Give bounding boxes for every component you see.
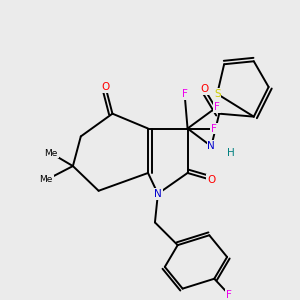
- Text: O: O: [207, 175, 215, 185]
- Text: O: O: [101, 82, 110, 92]
- Text: F: F: [226, 290, 232, 300]
- Text: N: N: [154, 189, 162, 199]
- Text: F: F: [182, 89, 188, 99]
- Text: N: N: [207, 141, 215, 151]
- Text: O: O: [200, 84, 208, 94]
- Text: Me: Me: [40, 176, 53, 184]
- Text: H: H: [227, 148, 235, 158]
- Text: F: F: [214, 102, 220, 112]
- Text: Me: Me: [44, 149, 58, 158]
- Text: S: S: [214, 89, 220, 99]
- Text: F: F: [211, 124, 217, 134]
